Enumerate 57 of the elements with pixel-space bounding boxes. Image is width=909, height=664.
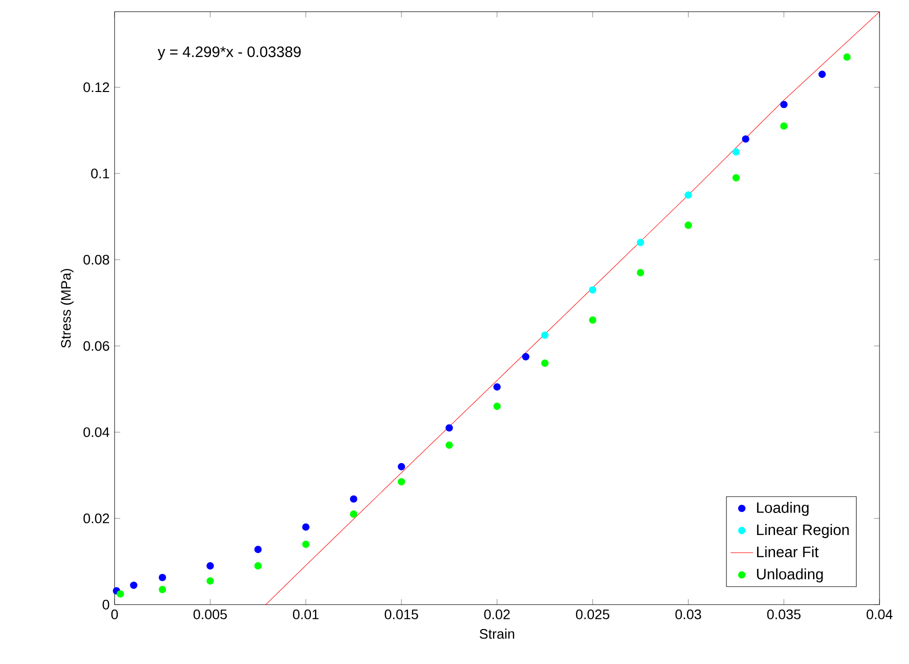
point <box>130 582 138 590</box>
point <box>398 478 406 486</box>
point <box>742 135 750 143</box>
annotation: y = 4.299*x - 0.03389 <box>158 46 301 60</box>
point <box>116 590 124 598</box>
point <box>588 286 596 294</box>
point <box>732 174 740 182</box>
point <box>732 148 740 156</box>
point <box>254 562 262 570</box>
point <box>206 577 214 585</box>
x-tick-label: 0.025 <box>576 610 610 620</box>
x-tick-label: 0.015 <box>384 610 418 620</box>
y-axis-title: Stress (MPa) <box>60 269 74 348</box>
x-tick-label: 0.035 <box>767 610 801 620</box>
point <box>541 360 549 368</box>
point <box>350 496 358 503</box>
y-tick-label: 0.1 <box>91 168 110 179</box>
point <box>350 510 358 518</box>
y-tick-label: 0.08 <box>83 255 110 265</box>
point <box>158 574 166 582</box>
y-tick-label: 0.02 <box>83 514 110 524</box>
x-tick-label: 0 <box>111 610 118 620</box>
y-tick-label: 0.04 <box>83 427 110 438</box>
x-tick-label: 0.02 <box>484 610 510 620</box>
point <box>254 546 262 554</box>
point <box>541 332 549 340</box>
x-tick-label: 0.005 <box>194 610 227 620</box>
point <box>780 100 788 108</box>
point <box>446 424 453 432</box>
point <box>158 586 166 594</box>
point <box>493 383 501 391</box>
point <box>843 54 851 61</box>
x-tick-label: 0.04 <box>866 610 892 620</box>
legend-label: Loading <box>757 502 809 516</box>
point <box>684 192 692 199</box>
point <box>780 122 788 130</box>
point <box>398 463 406 471</box>
point <box>636 269 644 276</box>
legend-label: Linear Fit <box>757 546 819 558</box>
point <box>206 562 214 570</box>
y-tick-label: 0.12 <box>83 82 110 92</box>
point <box>588 316 596 324</box>
x-axis-title: Strain <box>480 628 514 639</box>
point <box>522 353 530 361</box>
legend-label: Unloading <box>757 568 823 583</box>
x-tick-label: 0.01 <box>292 610 319 620</box>
point <box>302 540 310 548</box>
point <box>446 442 453 449</box>
y-tick-label: 0 <box>102 600 110 610</box>
point <box>493 402 501 410</box>
point <box>302 524 310 531</box>
legend-label: Linear Region <box>757 524 849 538</box>
point <box>636 238 644 246</box>
x-tick-label: 0.03 <box>675 610 702 620</box>
y-tick-label: 0.06 <box>83 341 110 351</box>
point <box>818 70 826 78</box>
point <box>684 222 692 230</box>
